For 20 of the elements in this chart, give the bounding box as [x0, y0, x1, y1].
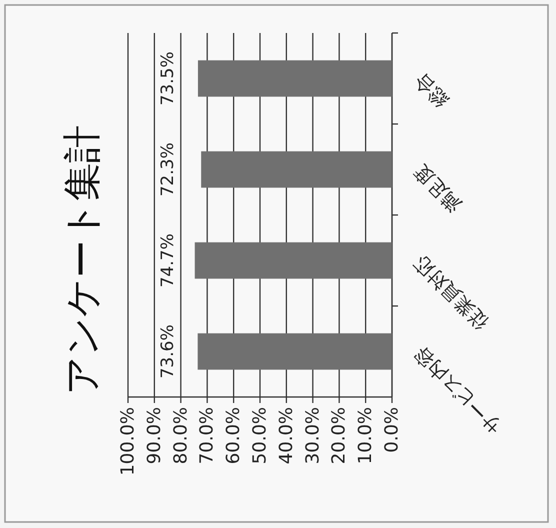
x-tick-label: 30.0%	[302, 407, 324, 464]
x-tick-label: 50.0%	[250, 407, 270, 464]
x-tick-label: 40.0%	[276, 407, 297, 464]
data-label: 73.6%	[158, 324, 178, 379]
x-tick-label: 80.0%	[170, 407, 192, 464]
data-label: 72.3%	[158, 142, 178, 197]
x-tick-label: 20.0%	[328, 407, 350, 464]
y-tick-label: 満足度	[410, 160, 466, 216]
x-tick-label: 90.0%	[144, 407, 165, 464]
y-tick-label: 総合	[410, 68, 454, 112]
y-tick-label: サービス内容	[410, 342, 506, 438]
text: アンケート集計	[60, 125, 104, 395]
x-tick-label: 10.0%	[355, 407, 376, 464]
x-tick-label: 70.0%	[196, 407, 218, 464]
data-label: 73.5%	[158, 51, 178, 106]
data-label: 74.7%	[158, 233, 178, 288]
x-tick-label: 60.0%	[223, 407, 244, 464]
y-tick-label: 従業員対応	[410, 250, 493, 334]
x-tick-label: 0.0%	[382, 407, 402, 453]
x-tick-label: 100.0%	[118, 407, 138, 476]
